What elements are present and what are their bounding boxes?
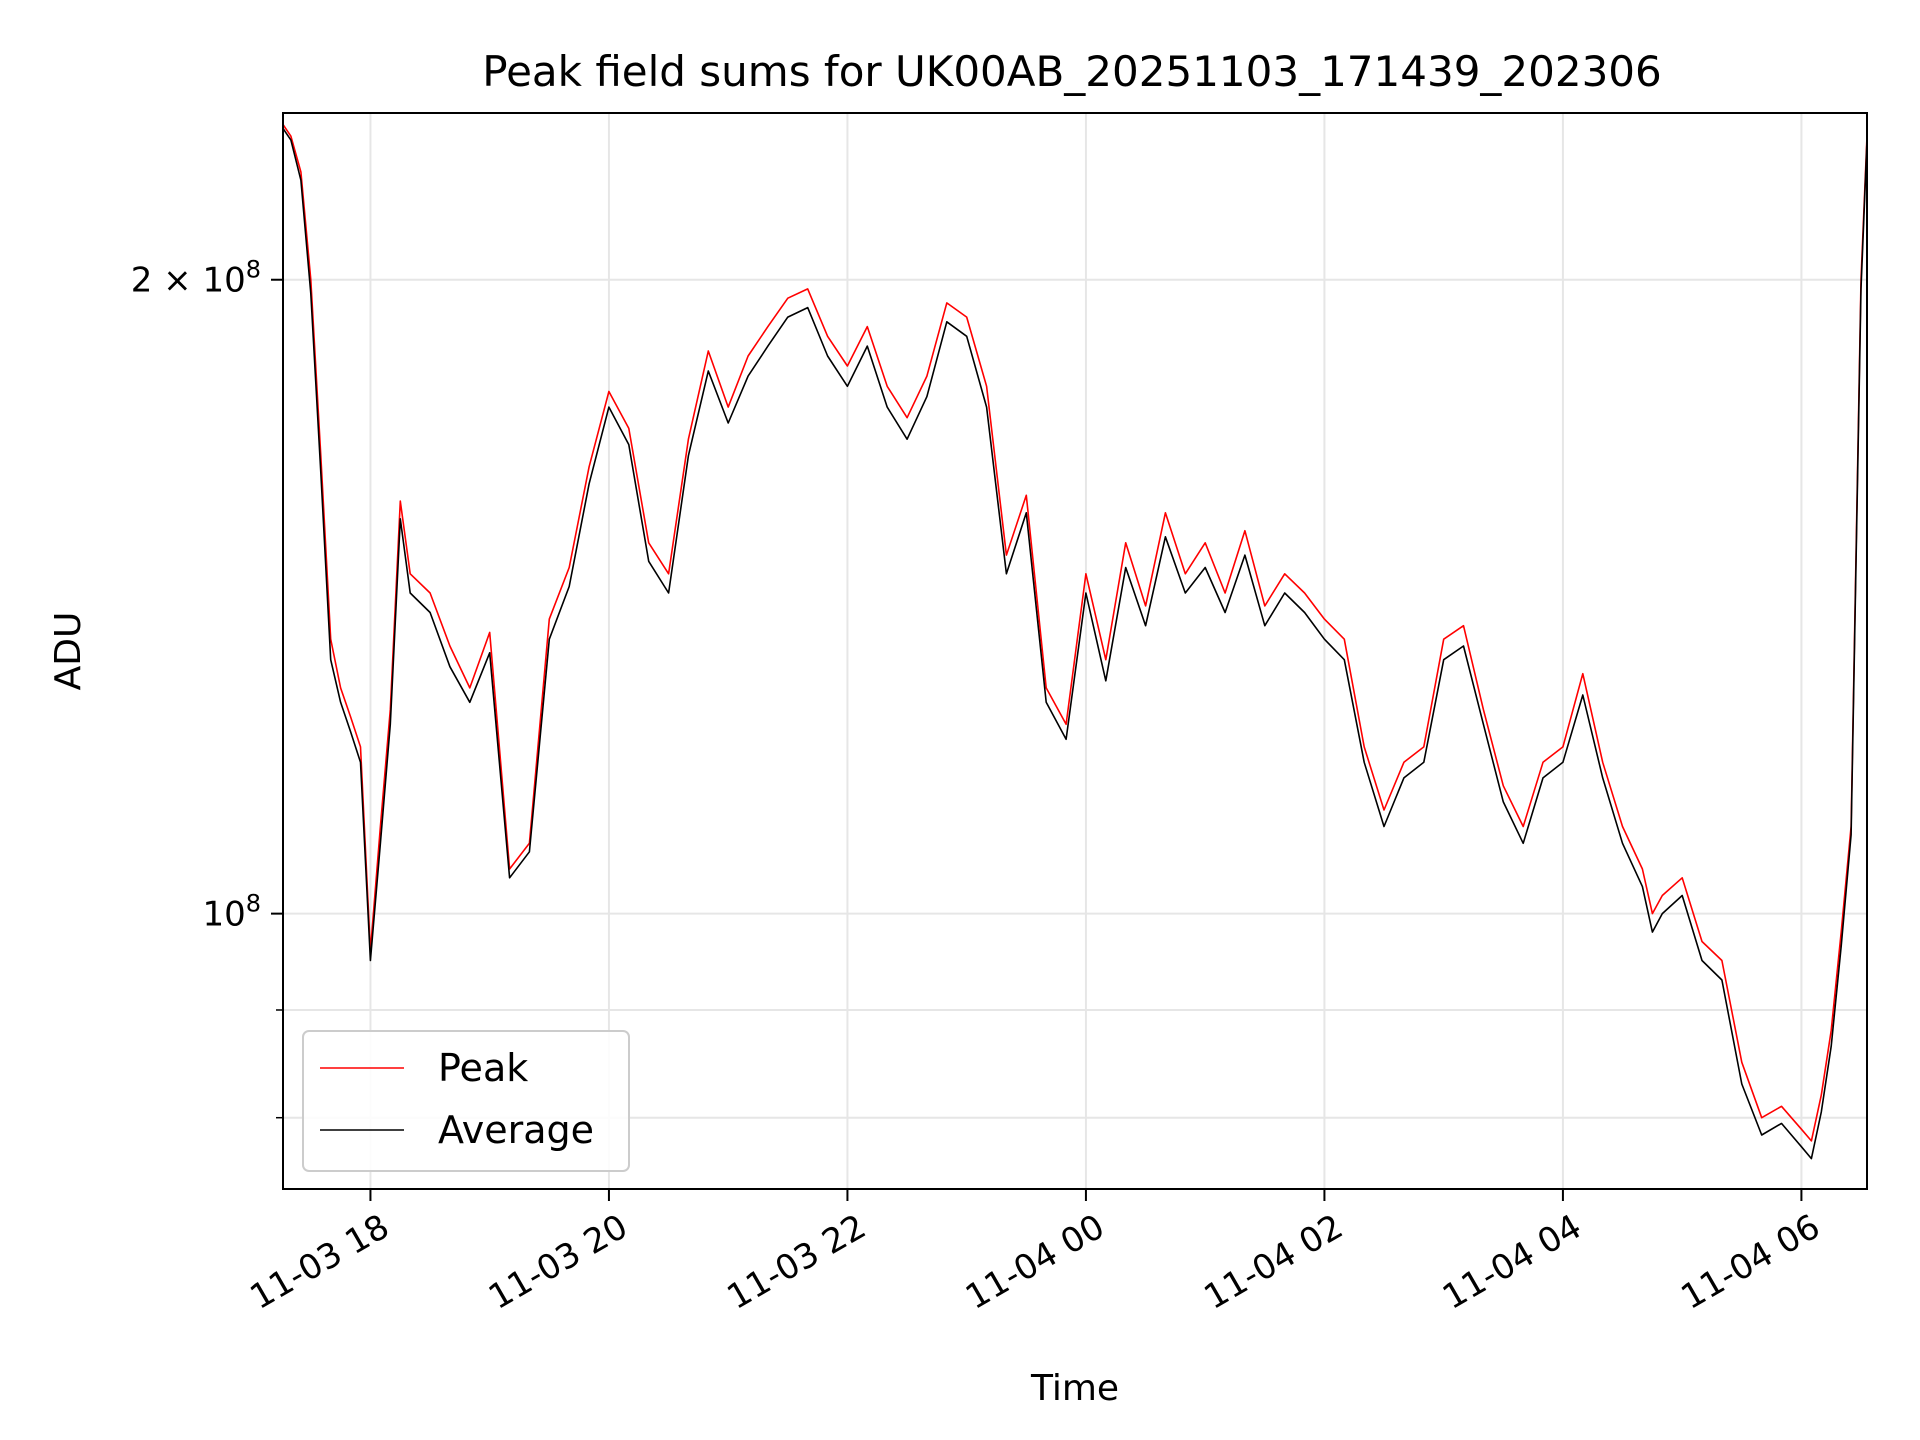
y-axis-ticks: 108 2 × 108 — [131, 256, 283, 1119]
series-line-peak — [283, 124, 1867, 1142]
series-line-average — [283, 127, 1867, 1160]
y-axis-label: ADU — [48, 612, 89, 691]
legend-label-peak: Peak — [438, 1046, 528, 1090]
legend-box — [302, 1030, 630, 1172]
grid — [283, 113, 1867, 1189]
y-tick-label: 2 × 108 — [131, 256, 261, 301]
y-tick-label: 108 — [202, 890, 261, 935]
x-axis-label: Time — [1030, 1368, 1119, 1409]
series-layer — [283, 124, 1867, 1160]
legend-label-average: Average — [438, 1108, 594, 1152]
legend: Peak Average — [302, 1030, 630, 1172]
chart-title: Peak field sums for UK00AB_20251103_1714… — [482, 47, 1662, 96]
plot-frame — [282, 112, 1868, 1190]
